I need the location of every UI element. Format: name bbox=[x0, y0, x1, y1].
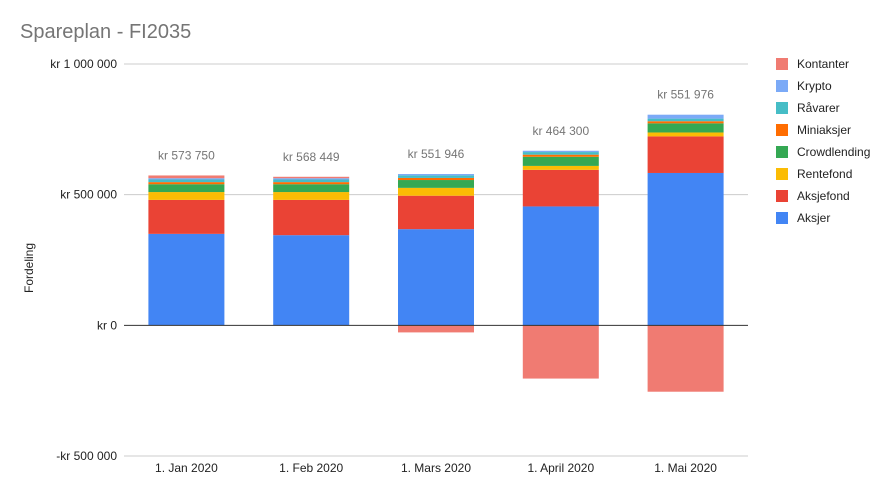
y-tick-label: kr 500 000 bbox=[60, 188, 117, 202]
legend-swatch bbox=[776, 58, 788, 70]
bar-segment bbox=[398, 177, 474, 181]
bar-segment bbox=[148, 175, 225, 179]
legend-label: Krypto bbox=[797, 79, 832, 93]
bar-segment bbox=[647, 114, 724, 119]
legend-swatch bbox=[776, 190, 788, 202]
legend-label: Rentefond bbox=[797, 167, 852, 181]
total-label: kr 551 976 bbox=[657, 88, 714, 102]
bar-segment bbox=[273, 184, 350, 193]
bar-segment bbox=[148, 192, 225, 200]
bar-segment bbox=[647, 121, 724, 124]
x-tick-label: 1. Mai 2020 bbox=[654, 461, 717, 475]
axes: kr 1 000 000 kr 500 000 kr 0 -kr 500 000 1. … bbox=[50, 57, 748, 475]
legend: Kontanter Krypto Råvarer Miniaksjer Crowdlen… bbox=[776, 57, 870, 225]
legend-label: Aksjer bbox=[797, 211, 830, 225]
x-tick-label: 1. Mars 2020 bbox=[401, 461, 471, 475]
bar-segment bbox=[647, 132, 724, 137]
bar-segment bbox=[398, 187, 474, 196]
total-label: kr 464 300 bbox=[532, 124, 589, 138]
bar-segment bbox=[647, 123, 724, 133]
y-tick-label: kr 1 000 000 bbox=[50, 57, 117, 71]
bar-segment bbox=[522, 206, 599, 326]
legend-swatch bbox=[776, 80, 788, 92]
y-tick-label: -kr 500 000 bbox=[56, 449, 117, 463]
bar-segment bbox=[148, 199, 225, 234]
total-label: kr 573 750 bbox=[158, 148, 215, 162]
legend-swatch bbox=[776, 124, 788, 136]
bar-segment bbox=[647, 136, 724, 173]
x-tick-label: 1. Jan 2020 bbox=[155, 461, 218, 475]
bar-segment bbox=[647, 172, 724, 326]
legend-label: Aksjefond bbox=[797, 189, 850, 203]
bar-segment bbox=[398, 174, 474, 176]
bar-segment bbox=[398, 180, 474, 188]
total-label: kr 568 449 bbox=[283, 150, 340, 164]
x-tick-label: 1. April 2020 bbox=[527, 461, 594, 475]
bar-segment bbox=[647, 118, 724, 122]
legend-swatch bbox=[776, 212, 788, 224]
bar-segment bbox=[148, 178, 225, 180]
bar-segment bbox=[647, 325, 724, 392]
bar-segment bbox=[398, 175, 474, 178]
legend-swatch bbox=[776, 102, 788, 114]
bar-segment bbox=[148, 179, 225, 183]
bar-segment bbox=[522, 152, 599, 155]
bar-segment bbox=[273, 179, 350, 183]
bar-segment bbox=[522, 325, 599, 379]
legend-label: Miniaksjer bbox=[797, 123, 851, 137]
bar-segment bbox=[522, 154, 599, 157]
bar-segment bbox=[398, 325, 474, 333]
bar-segment bbox=[148, 233, 225, 326]
bar-segment bbox=[273, 235, 350, 326]
bar-segment bbox=[273, 199, 350, 236]
bar-segment bbox=[522, 156, 599, 166]
bar-segment bbox=[273, 178, 350, 180]
total-label: kr 551 946 bbox=[408, 147, 465, 161]
bar-segment bbox=[148, 182, 225, 185]
legend-swatch bbox=[776, 146, 788, 158]
bar-segment bbox=[273, 192, 350, 200]
bar-segment bbox=[273, 176, 350, 179]
legend-label: Crowdlending bbox=[797, 145, 870, 159]
bar-segment bbox=[273, 182, 350, 185]
legend-swatch bbox=[776, 168, 788, 180]
bar-segment bbox=[522, 169, 599, 207]
y-axis-label: Fordeling bbox=[22, 243, 36, 293]
bar-segment bbox=[398, 229, 474, 326]
bar-segment bbox=[398, 195, 474, 230]
bar-segment bbox=[148, 184, 225, 193]
bar-segment bbox=[522, 150, 599, 153]
legend-label: Kontanter bbox=[797, 57, 849, 71]
x-tick-label: 1. Feb 2020 bbox=[279, 461, 343, 475]
bars: kr 573 750 kr 568 449 kr 551 946 kr 464 300… bbox=[148, 88, 724, 392]
chart-title: Spareplan - FI2035 bbox=[20, 21, 191, 43]
y-tick-label: kr 0 bbox=[97, 318, 117, 332]
bar-segment bbox=[522, 165, 599, 170]
legend-label: Råvarer bbox=[797, 101, 840, 115]
